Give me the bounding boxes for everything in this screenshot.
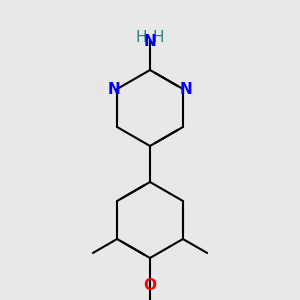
Text: N: N: [108, 82, 121, 97]
Text: N: N: [179, 82, 192, 97]
Text: H: H: [153, 29, 164, 44]
Text: H: H: [136, 29, 147, 44]
Text: N: N: [144, 34, 156, 49]
Text: O: O: [143, 278, 157, 293]
